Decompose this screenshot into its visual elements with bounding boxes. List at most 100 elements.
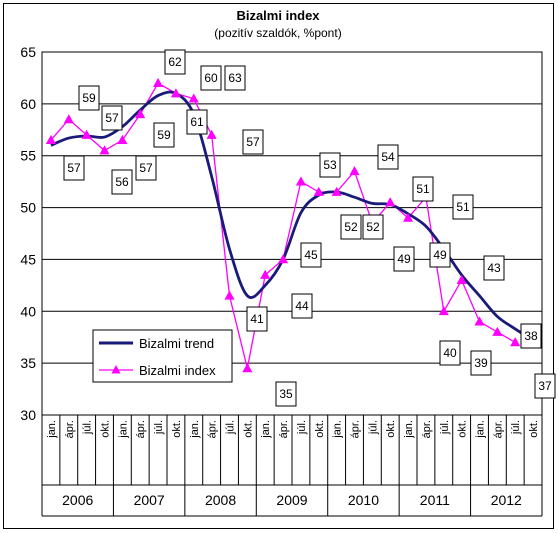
x-tick-label: jan. <box>189 420 201 439</box>
x-tick-label: júl. <box>510 420 522 435</box>
data-label: 43 <box>483 255 505 281</box>
data-label-text: 56 <box>115 175 129 189</box>
data-label-box <box>439 340 461 366</box>
data-point-marker <box>170 88 181 98</box>
data-label: 40 <box>439 340 461 366</box>
x-tick-label: jan. <box>117 420 129 439</box>
data-label: 53 <box>319 152 341 178</box>
data-label-text: 49 <box>433 248 447 262</box>
legend-marker-bizalmi-index <box>111 365 121 374</box>
data-point-marker <box>45 134 56 145</box>
data-point-marker <box>81 129 92 139</box>
data-label-text: 44 <box>295 299 309 313</box>
year-label: 2012 <box>491 492 522 508</box>
data-label: 51 <box>412 176 434 202</box>
data-label-box <box>340 214 362 240</box>
data-label-box <box>242 129 264 155</box>
data-label-box <box>300 242 322 268</box>
x-tick-label: ápr. <box>135 420 147 438</box>
data-label: 60 <box>200 65 222 91</box>
data-label: 56 <box>111 169 133 195</box>
data-point-marker <box>99 145 110 155</box>
year-label: 2008 <box>205 492 236 508</box>
year-label: 2007 <box>134 492 165 508</box>
x-tick-label: júl. <box>82 420 94 435</box>
data-label-text: 52 <box>344 220 358 234</box>
data-point-marker <box>224 290 235 300</box>
x-tick-label: okt. <box>528 420 540 438</box>
chart-title: Bizalmi index <box>236 8 320 23</box>
legend-label-bizalmi-index: Bizalmi index <box>139 363 216 378</box>
data-label: 52 <box>340 214 362 240</box>
data-label-text: 57 <box>67 161 81 175</box>
x-tick-label: ápr. <box>207 420 219 438</box>
data-label-box <box>78 85 100 111</box>
data-label-text: 51 <box>456 200 470 214</box>
data-point-marker <box>153 77 164 87</box>
year-label: 2011 <box>420 492 450 508</box>
x-tick-label: okt. <box>457 420 469 438</box>
data-label: 52 <box>362 214 384 240</box>
data-point-marker <box>385 197 396 207</box>
data-label: 59 <box>153 122 175 148</box>
data-point-marker <box>278 254 289 264</box>
data-label-box <box>452 194 474 220</box>
data-label-text: 38 <box>524 329 538 343</box>
x-axis: jan. ápr. júl. okt. jan. ápr. júl. okt. jan. ápr.… <box>41 415 543 517</box>
data-label: 54 <box>377 144 399 170</box>
data-label-text: 57 <box>105 111 119 125</box>
x-tick-label: jan. <box>403 420 415 439</box>
data-label: 35 <box>275 381 297 407</box>
x-tick-label: ápr. <box>278 420 290 438</box>
data-label-text: 57 <box>139 161 153 175</box>
data-label-box <box>362 214 384 240</box>
data-label: 49 <box>393 246 415 272</box>
x-tick-label: júl. <box>153 420 165 435</box>
data-label-box <box>101 105 123 131</box>
data-label-box <box>246 306 268 332</box>
data-label: 51 <box>452 194 474 220</box>
x-tick-label: júl. <box>439 420 451 435</box>
y-tick-label: 55 <box>20 148 36 164</box>
data-point-marker <box>117 134 128 145</box>
data-label: 39 <box>470 350 492 376</box>
data-label: 63 <box>224 65 246 91</box>
data-label-box <box>200 65 222 91</box>
y-tick-label: 30 <box>20 407 36 423</box>
y-tick-label: 65 <box>20 44 36 60</box>
data-label-box <box>412 176 434 202</box>
data-label-box <box>534 373 556 399</box>
data-point-marker <box>135 108 146 119</box>
x-tick-label: júl. <box>225 420 237 435</box>
data-label-box <box>377 144 399 170</box>
data-label-text: 61 <box>190 115 204 129</box>
data-label-text: 54 <box>381 150 395 164</box>
data-label: 57 <box>135 155 157 181</box>
data-label-text: 41 <box>250 312 264 326</box>
y-tick-label: 50 <box>20 200 36 216</box>
x-tick-label: ápr. <box>64 420 76 438</box>
data-label-box <box>393 246 415 272</box>
data-label-text: 40 <box>443 346 457 360</box>
data-point-marker <box>438 306 449 316</box>
chart-subtitle: (pozitív szaldók, %pont) <box>214 26 341 40</box>
data-label-text: 43 <box>487 261 501 275</box>
x-tick-label: okt. <box>242 420 254 438</box>
legend-label-bizalmi-trend: Bizalmi trend <box>139 336 214 351</box>
data-label-text: 45 <box>304 248 318 262</box>
data-label-box <box>520 323 542 349</box>
chart-frame <box>3 3 554 529</box>
x-tick-label: okt. <box>314 420 326 438</box>
x-tick-label: okt. <box>100 420 112 438</box>
data-label-box <box>319 152 341 178</box>
data-point-marker <box>510 337 521 347</box>
data-label-box <box>470 350 492 376</box>
data-point-marker <box>492 326 503 336</box>
year-label: 2009 <box>276 492 307 508</box>
data-label-box <box>483 255 505 281</box>
data-label-box <box>164 49 186 75</box>
data-point-marker <box>63 114 74 124</box>
data-label-text: 57 <box>246 135 260 149</box>
data-point-marker <box>349 166 360 176</box>
